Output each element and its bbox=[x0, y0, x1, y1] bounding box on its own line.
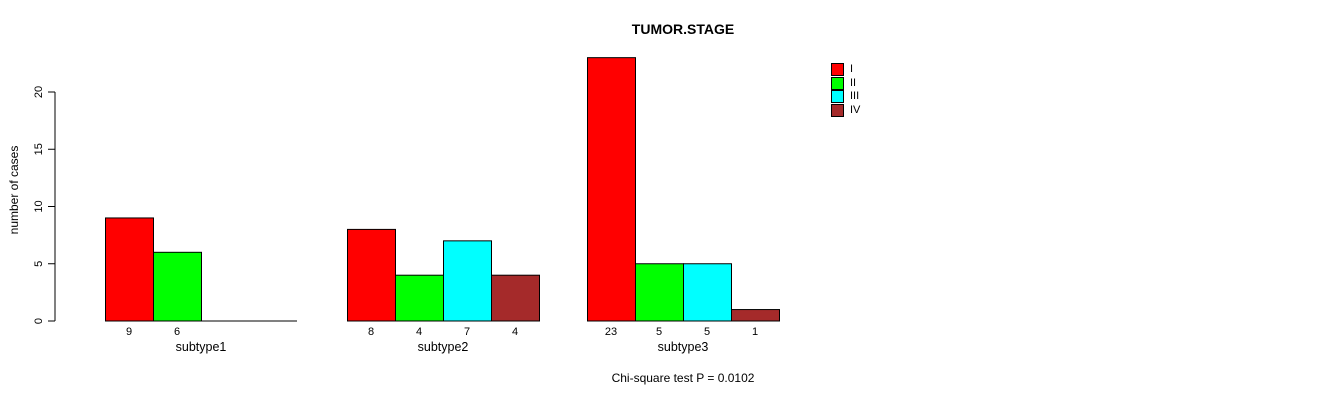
legend-label: I bbox=[850, 63, 854, 76]
legend-swatch-II bbox=[831, 76, 844, 90]
bar-value-label: 8 bbox=[368, 326, 374, 338]
bar-value-label: 9 bbox=[126, 326, 132, 338]
bar-subtype3-stage-II bbox=[635, 263, 684, 322]
category-label-subtype3: subtype3 bbox=[658, 340, 709, 354]
legend-swatch-IV bbox=[831, 103, 844, 117]
bar-value-label: 1 bbox=[752, 326, 758, 338]
bar-value-label: 6 bbox=[174, 326, 180, 338]
bar-subtype2-stage-II bbox=[395, 274, 444, 322]
category-label-subtype1: subtype1 bbox=[176, 340, 227, 354]
y-tick-label: 20 bbox=[33, 86, 45, 98]
bar-value-label: 5 bbox=[656, 326, 662, 338]
legend-label: II bbox=[850, 76, 857, 89]
y-tick-label: 5 bbox=[33, 261, 45, 267]
y-tick-label: 10 bbox=[33, 200, 45, 212]
legend-label: III bbox=[850, 90, 860, 103]
y-tick-label: 15 bbox=[33, 143, 45, 155]
legend-label: IV bbox=[850, 103, 861, 116]
bar-subtype3-stage-IV bbox=[731, 309, 780, 322]
bar-subtype2-stage-I bbox=[347, 228, 396, 322]
bar-subtype3-stage-I bbox=[587, 57, 636, 322]
legend-item-III: III bbox=[831, 90, 860, 104]
legend-item-II: II bbox=[831, 76, 860, 91]
chart-title: TUMOR.STAGE bbox=[631, 21, 735, 37]
bar-value-label: 5 bbox=[704, 326, 710, 338]
bar-subtype1-stage-I bbox=[105, 217, 154, 322]
bar-subtype2-stage-III bbox=[443, 240, 492, 322]
legend-item-I: I bbox=[831, 63, 860, 77]
legend-swatch-III bbox=[831, 90, 844, 104]
category-label-subtype2: subtype2 bbox=[418, 340, 469, 354]
bar-value-label: 4 bbox=[416, 326, 422, 338]
legend-swatch-I bbox=[831, 63, 844, 77]
legend: I II III IV bbox=[831, 63, 860, 117]
bar-value-label: 23 bbox=[605, 326, 617, 338]
legend-item-IV: IV bbox=[831, 103, 861, 118]
bar-subtype3-stage-III bbox=[683, 263, 732, 322]
bar-value-label: 7 bbox=[464, 326, 470, 338]
bar-value-label: 4 bbox=[512, 326, 518, 338]
bar-subtype1-stage-II bbox=[153, 251, 202, 322]
bar-subtype2-stage-IV bbox=[491, 274, 540, 322]
y-tick-label: 0 bbox=[33, 318, 45, 324]
chi-square-annotation: Chi-square test P = 0.0102 bbox=[611, 371, 755, 385]
